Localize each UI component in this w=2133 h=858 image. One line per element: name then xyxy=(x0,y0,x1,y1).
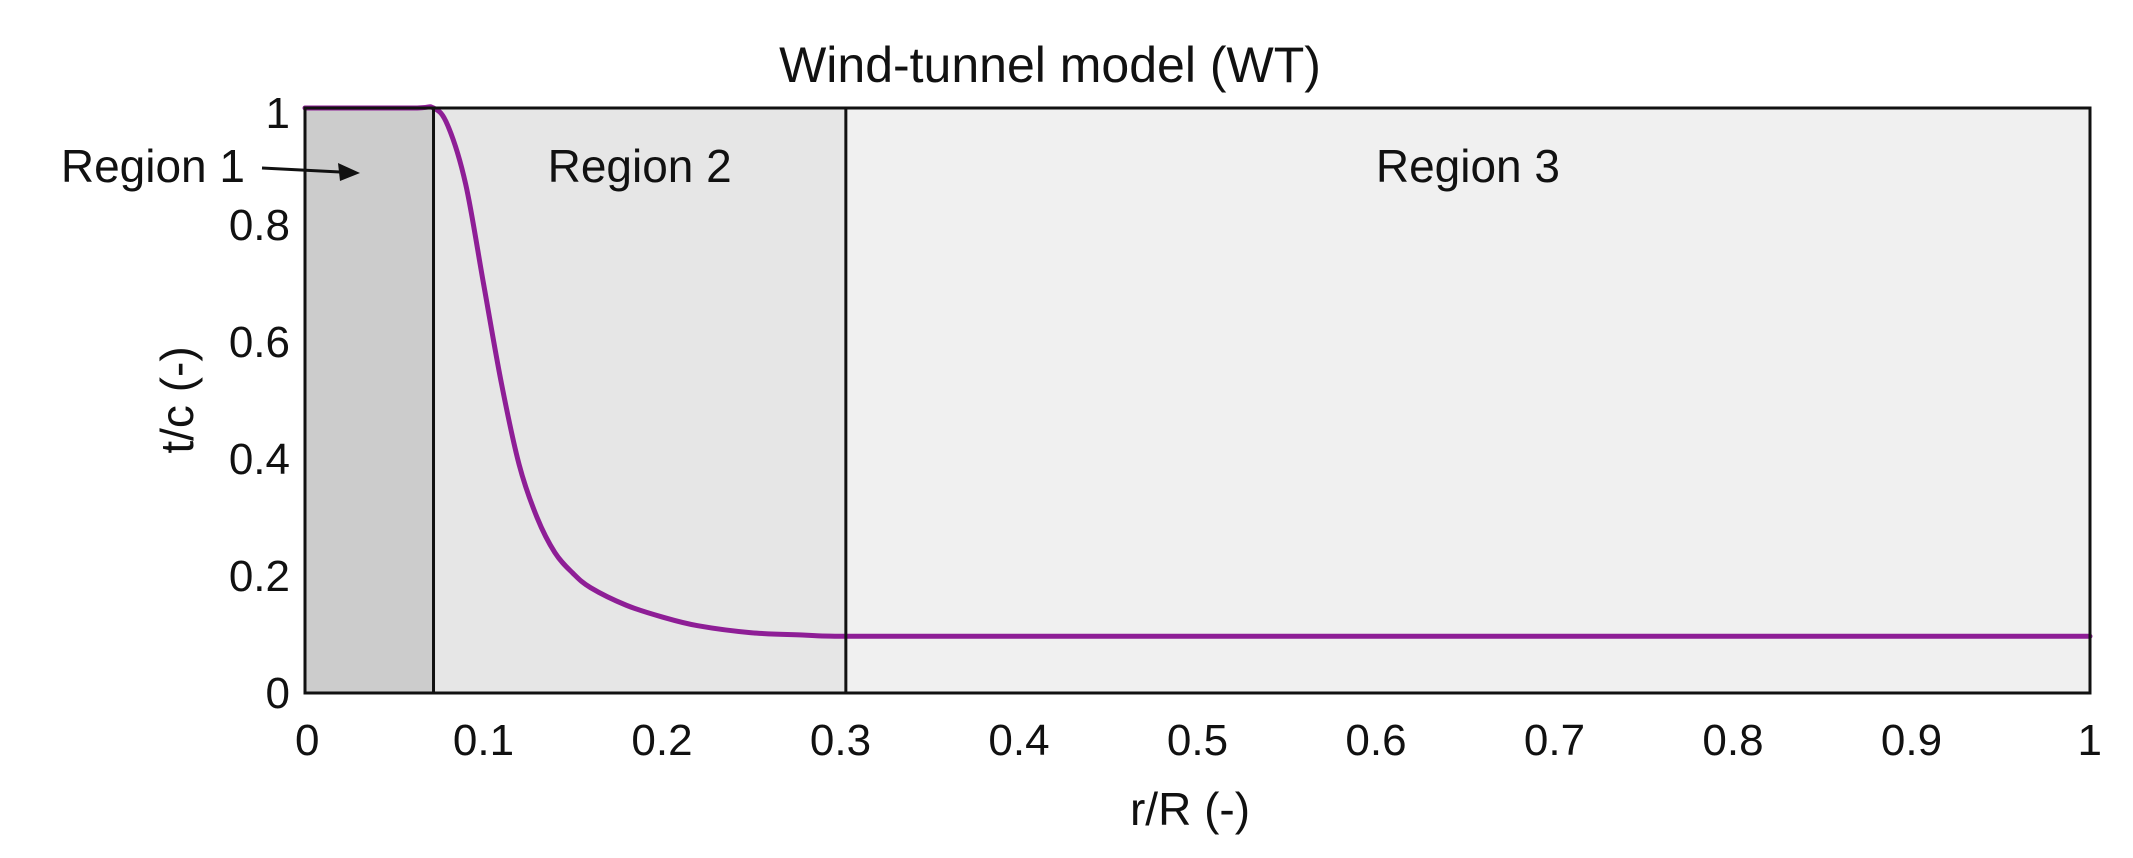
region-2-label: Region 2 xyxy=(548,140,732,192)
x-tick-label: 0.1 xyxy=(453,716,514,765)
y-tick-label: 0.8 xyxy=(229,201,290,250)
x-axis-ticks: 0 0.1 0.2 0.3 0.4 0.5 0.6 0.7 0.8 0.9 1 xyxy=(295,716,2102,765)
y-tick-label: 1 xyxy=(266,89,290,138)
y-tick-label: 0.6 xyxy=(229,318,290,367)
region-2-band xyxy=(433,108,846,693)
y-axis-ticks: 0 0.2 0.4 0.6 0.8 1 xyxy=(229,89,290,718)
region-boundaries xyxy=(432,108,848,693)
x-tick-label: 0.4 xyxy=(988,716,1049,765)
x-tick-label: 0.5 xyxy=(1167,716,1228,765)
x-tick-label: 0.3 xyxy=(810,716,871,765)
region-1-band xyxy=(305,108,434,693)
x-tick-label: 0.2 xyxy=(631,716,692,765)
x-tick-label: 0.6 xyxy=(1345,716,1406,765)
x-tick-label: 0.8 xyxy=(1702,716,1763,765)
y-tick-label: 0 xyxy=(266,669,290,718)
y-tick-label: 0.4 xyxy=(229,435,290,484)
region-labels: Region 1 Region 2 Region 3 xyxy=(61,140,1560,192)
series-layer xyxy=(302,104,2093,639)
region-3-label: Region 3 xyxy=(1376,140,1560,192)
y-axis-label: t/c (-) xyxy=(151,346,203,453)
region-1-arrow xyxy=(261,166,341,174)
region-1-arrowhead xyxy=(338,163,360,181)
y-tick-label: 0.2 xyxy=(229,552,290,601)
x-tick-label: 0 xyxy=(295,716,319,765)
regions-layer xyxy=(305,108,2090,693)
x-tick-label: 1 xyxy=(2078,716,2102,765)
x-tick-label: 0.9 xyxy=(1881,716,1942,765)
plot-frame xyxy=(303,106,2092,695)
x-tick-label: 0.7 xyxy=(1524,716,1585,765)
region-3-band xyxy=(845,108,2090,693)
region-1-label: Region 1 xyxy=(61,140,245,192)
x-axis-label: r/R (-) xyxy=(1130,783,1250,835)
series-line-0 xyxy=(302,104,2093,639)
chart-title: Wind-tunnel model (WT) xyxy=(779,37,1321,93)
